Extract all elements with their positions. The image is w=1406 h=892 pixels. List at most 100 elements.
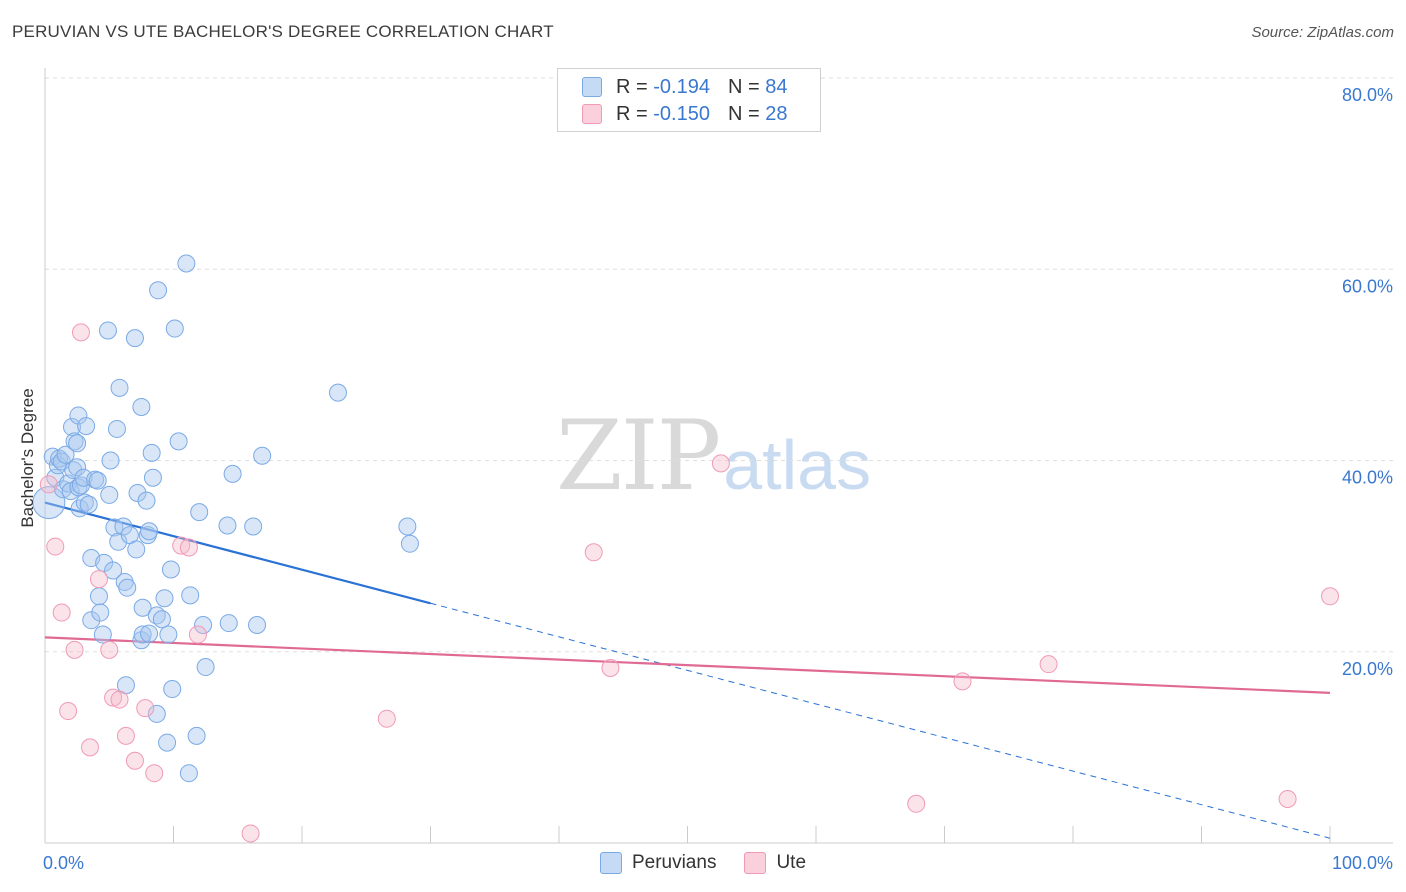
legend-swatch-peruvians	[582, 77, 602, 97]
peruvian-point	[253, 446, 272, 465]
legend-n-label: N =	[727, 102, 760, 125]
ute-point	[52, 603, 71, 622]
x-tick-label: 100.0%	[1332, 853, 1393, 873]
peruvian-point	[140, 522, 159, 541]
watermark: ZIPatlas	[556, 400, 871, 512]
peruvian-point	[142, 443, 161, 462]
legend-swatch-ute	[582, 104, 602, 124]
peruvian-point	[179, 764, 198, 783]
peruvian-point	[68, 458, 87, 477]
peruvian-point	[95, 553, 114, 572]
ute-point	[125, 751, 144, 770]
peruvian-point	[70, 499, 89, 518]
peruvian-point	[140, 624, 159, 643]
peruvian-point	[328, 383, 347, 402]
peruvian-point	[159, 625, 178, 644]
peruvian-point	[105, 518, 124, 537]
peruvian-point	[100, 485, 119, 504]
trend-line-ute	[44, 636, 1331, 694]
peruvian-point	[68, 434, 87, 453]
peruvian-point	[62, 418, 81, 437]
peruvian-point	[128, 484, 147, 503]
legend-item-peruvians[interactable]: Peruvians	[599, 852, 717, 874]
ute-point	[1039, 655, 1058, 674]
peruvian-point	[69, 406, 88, 425]
ute-point	[136, 699, 155, 718]
legend-row-ute: R = -0.150 N = 28	[582, 101, 787, 127]
legend-row-peruvians: R = -0.194 N = 84	[582, 74, 787, 100]
data-points	[32, 254, 1339, 843]
peruvian-point	[152, 610, 171, 629]
peruvian-point	[127, 540, 146, 559]
peruvian-point	[132, 397, 151, 416]
peruvian-point	[223, 464, 242, 483]
gridlines	[45, 77, 1393, 653]
tick-labels: 20.0% 40.0% 60.0% 80.0% 0.0% 100.0%	[43, 85, 1393, 873]
peruvian-point	[82, 611, 101, 630]
legend-label-peruvians: Peruvians	[631, 852, 717, 873]
ute-point	[188, 625, 207, 644]
ute-point	[145, 764, 164, 783]
peruvian-point	[137, 491, 156, 510]
ute-point	[89, 570, 108, 589]
peruvian-point	[118, 578, 137, 597]
peruvian-point	[248, 615, 267, 634]
y-axis-label: Bachelor's Degree	[18, 388, 37, 528]
peruvian-point	[161, 560, 180, 579]
peruvian-point	[244, 517, 263, 536]
ute-point	[601, 659, 620, 678]
correlation-legend: R = -0.194 N = 84 R = -0.150 N = 28	[557, 68, 821, 132]
y-tick-label: 40.0%	[1342, 468, 1393, 488]
peruvian-point	[77, 417, 96, 436]
watermark-atlas: atlas	[723, 426, 872, 504]
peruvian-point	[398, 517, 417, 536]
peruvian-point	[133, 598, 152, 617]
ute-point	[179, 538, 198, 557]
legend-r-value: -0.150	[653, 102, 710, 125]
peruvian-point	[110, 378, 129, 397]
ute-point	[80, 738, 99, 757]
peruvian-point	[219, 614, 238, 633]
chart-title: PERUVIAN VS UTE BACHELOR'S DEGREE CORREL…	[12, 22, 554, 41]
peruvian-point	[147, 704, 166, 723]
series-legend: Peruvians Ute	[0, 852, 1406, 874]
peruvian-point	[181, 586, 200, 605]
watermark-zip: ZIP	[556, 400, 721, 512]
legend-swatch-ute	[744, 852, 767, 874]
legend-item-ute[interactable]: Ute	[744, 852, 806, 874]
peruvian-point	[158, 733, 177, 752]
peruvian-point	[165, 319, 184, 338]
peruvian-point	[149, 281, 168, 300]
legend-r-label: R =	[616, 75, 648, 98]
peruvian-point	[400, 534, 419, 553]
trend-line-peruvians	[44, 501, 431, 605]
y-tick-label: 80.0%	[1342, 85, 1393, 105]
ute-point	[71, 323, 90, 342]
peruvian-point	[107, 419, 126, 438]
axes	[44, 68, 1393, 844]
ute-point	[100, 640, 119, 659]
legend-n-value: 28	[765, 102, 788, 125]
peruvian-point	[177, 254, 196, 273]
x-tick-label: 0.0%	[43, 853, 84, 873]
ute-point	[1278, 790, 1297, 809]
peruvian-point	[93, 625, 112, 644]
legend-r-label: R =	[616, 102, 648, 125]
peruvian-point	[132, 631, 151, 650]
peruvian-point	[169, 432, 188, 451]
peruvian-point	[65, 432, 84, 451]
trend-lines	[44, 501, 1331, 839]
ute-point	[1321, 587, 1339, 606]
source-label: Source: ZipAtlas.com	[1251, 24, 1394, 41]
ute-point	[65, 640, 84, 659]
peruvian-point	[101, 451, 120, 470]
legend-r-value: -0.194	[653, 75, 710, 98]
ute-point	[104, 688, 123, 707]
ute-point	[377, 709, 396, 728]
ute-point	[59, 702, 78, 721]
ute-point	[953, 672, 972, 691]
trend-line-peruvians-extrapolated	[430, 602, 1331, 839]
legend-swatch-peruvians	[599, 852, 622, 874]
y-tick-label: 60.0%	[1342, 276, 1393, 296]
